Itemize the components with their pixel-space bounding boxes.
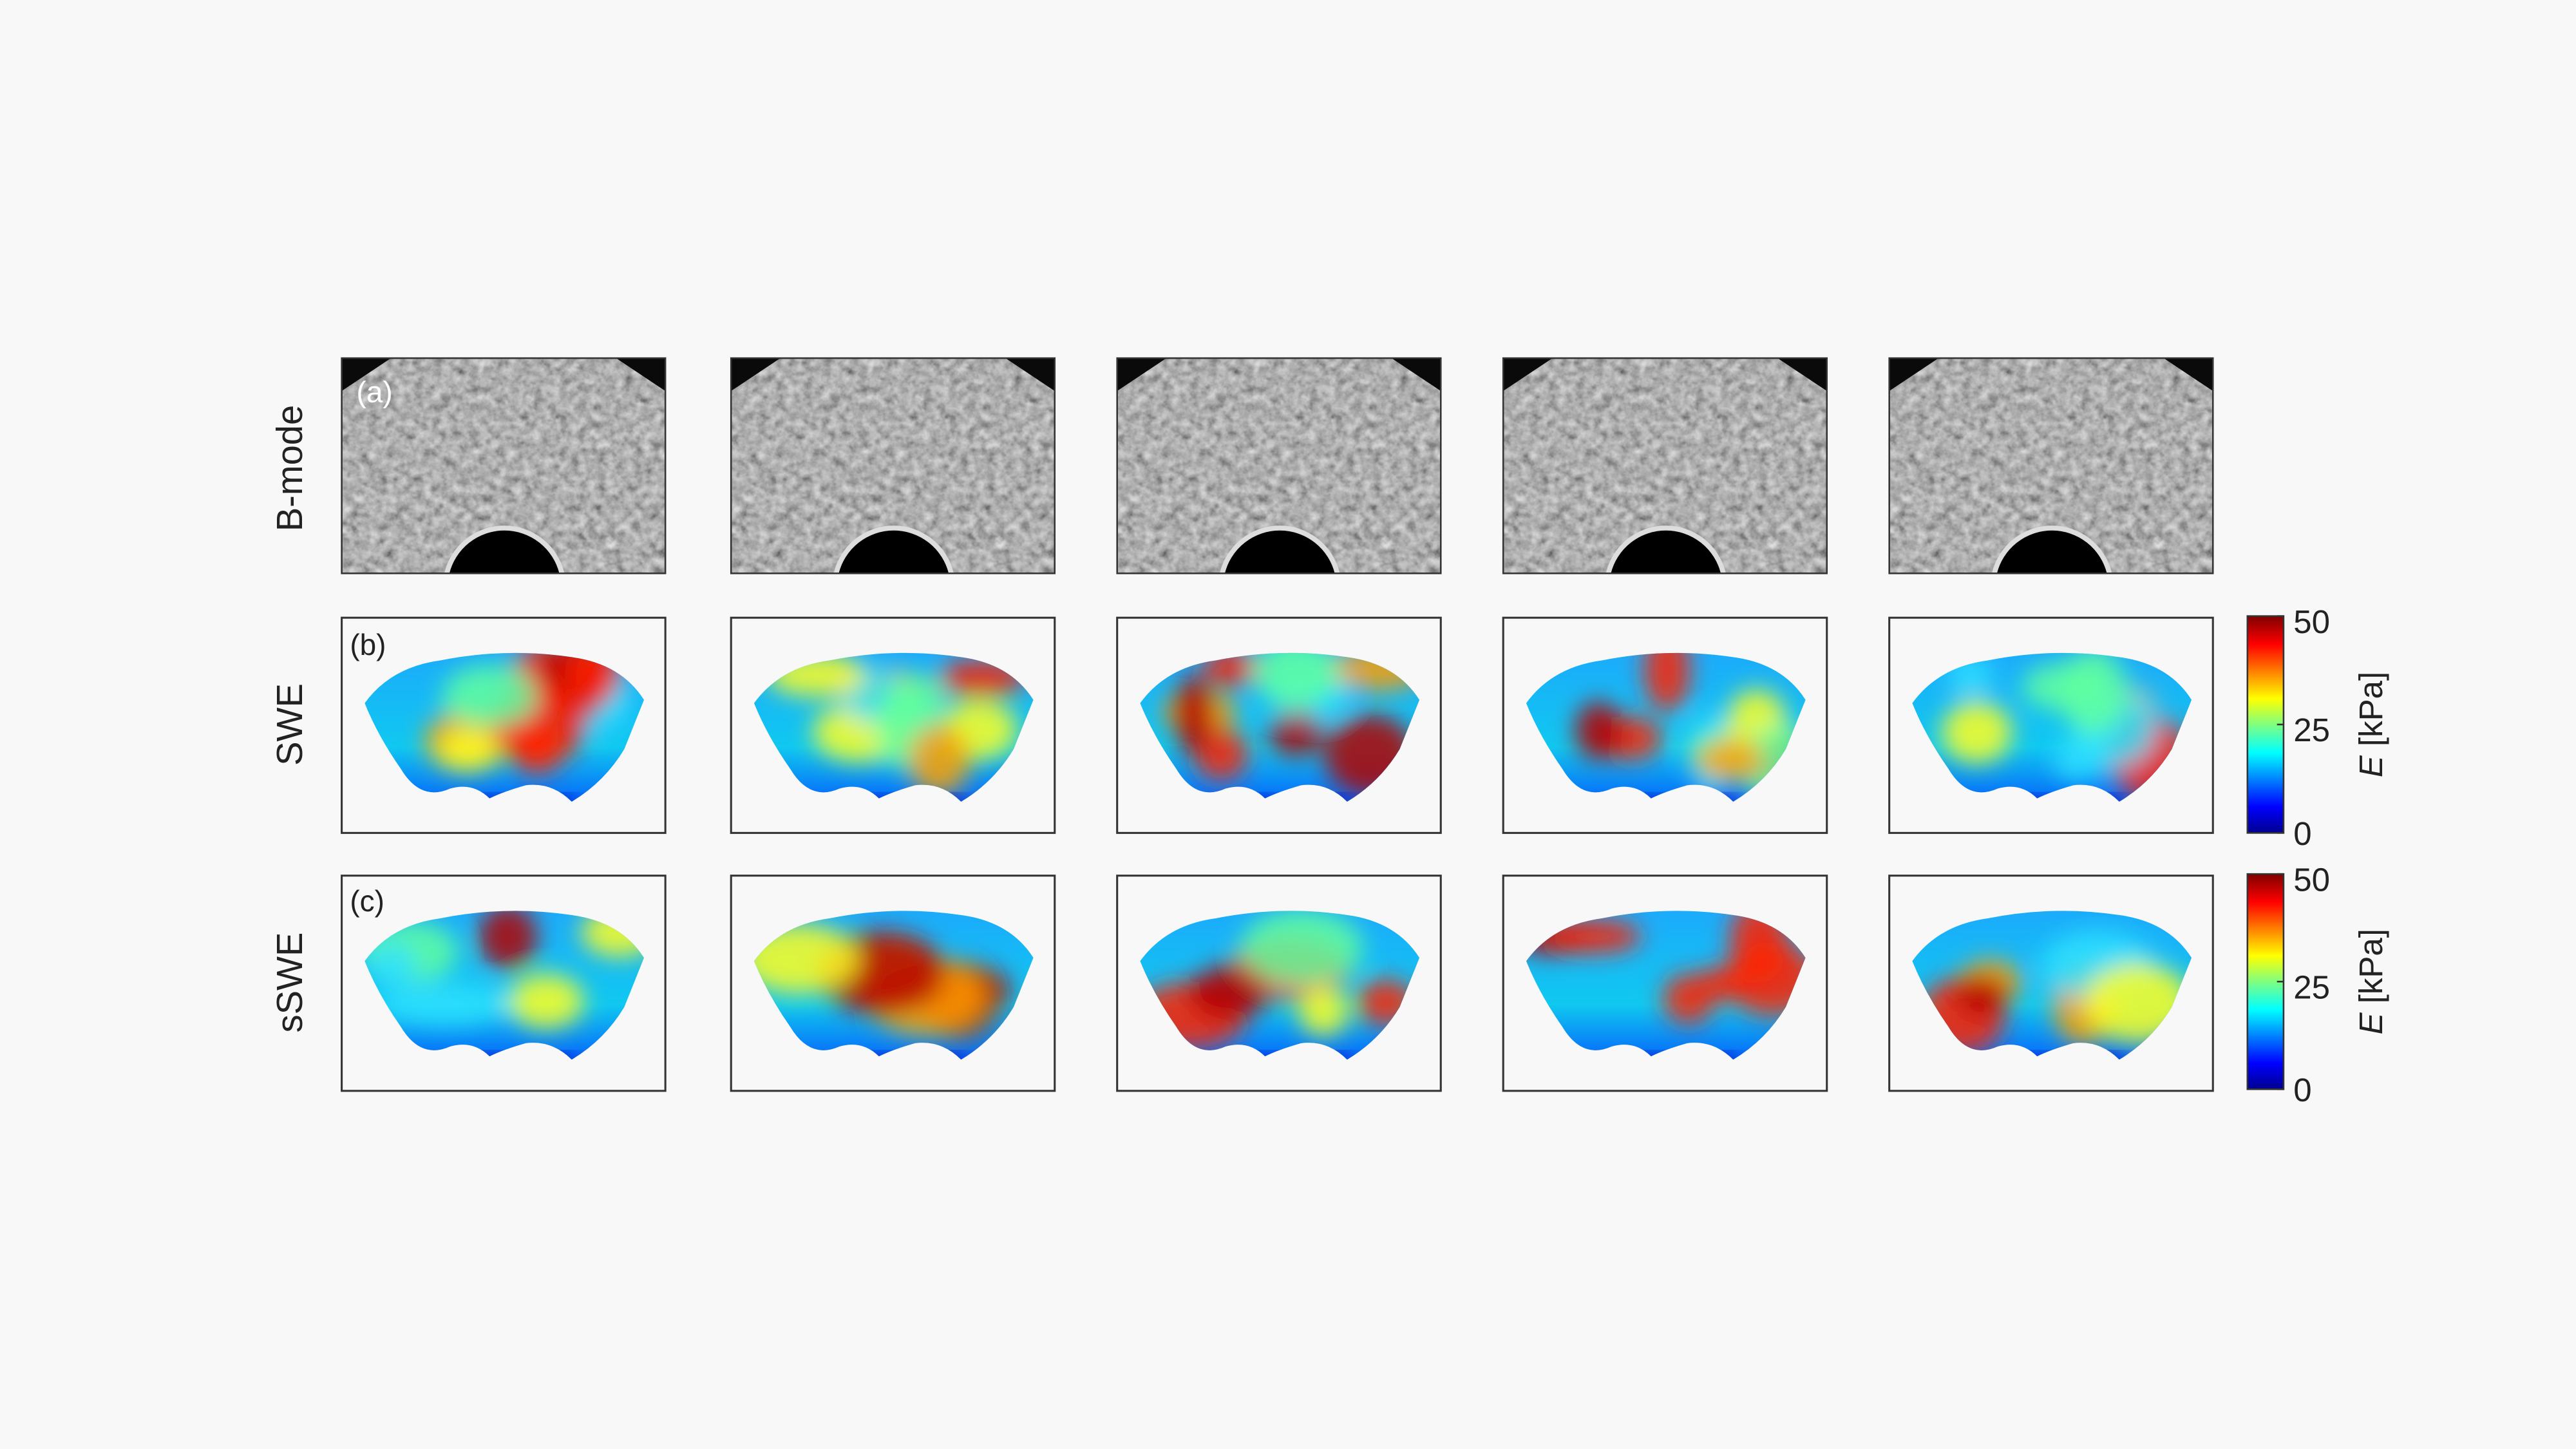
image-panel bbox=[1888, 357, 2214, 574]
image-panel bbox=[730, 875, 1056, 1092]
panels bbox=[341, 357, 2214, 1092]
elasticity-map bbox=[365, 652, 644, 802]
map-blobs bbox=[1941, 652, 2190, 799]
elasticity-map bbox=[1140, 652, 1420, 802]
colorbar-tick-label: 0 bbox=[2293, 815, 2311, 852]
stiffness-blob bbox=[907, 724, 971, 795]
stiffness-blob bbox=[478, 911, 538, 970]
elasticity-map bbox=[753, 911, 1034, 1060]
image-panel bbox=[1116, 357, 1442, 574]
panel-label: (b) bbox=[350, 628, 386, 661]
image-panel bbox=[341, 616, 667, 834]
row-label: B-mode bbox=[269, 405, 310, 531]
image-panel bbox=[1116, 616, 1442, 834]
probe-rim bbox=[1605, 526, 1726, 574]
image-panel bbox=[1502, 357, 1828, 574]
colorbar-tick-label: 50 bbox=[2293, 861, 2330, 898]
image-panel bbox=[1888, 875, 2214, 1092]
stiffness-blob bbox=[1189, 965, 1269, 1019]
image-panel bbox=[341, 875, 667, 1092]
image-panel bbox=[341, 357, 667, 574]
panel-frame bbox=[1116, 357, 1442, 574]
panel-frame bbox=[1888, 357, 2214, 574]
panel-frame bbox=[1502, 357, 1828, 574]
label-symbol: E bbox=[2353, 755, 2390, 777]
stiffness-blob bbox=[1240, 911, 1363, 986]
panel-frame bbox=[730, 357, 1056, 574]
stiffness-blob bbox=[1696, 739, 1764, 782]
probe-rim bbox=[1220, 526, 1340, 574]
stiffness-blob bbox=[2052, 740, 2103, 781]
map-blobs bbox=[1162, 652, 1420, 795]
label-unit: [kPa] bbox=[2353, 929, 2390, 1003]
stiffness-blob bbox=[1173, 674, 1214, 756]
stiffness-blob bbox=[439, 729, 498, 770]
colorbar-tick-label: 50 bbox=[2293, 603, 2330, 640]
stiffness-blob bbox=[1643, 652, 1690, 711]
row-label: SWE bbox=[269, 683, 310, 766]
image-panel bbox=[1116, 875, 1442, 1092]
image-panel bbox=[730, 357, 1056, 574]
stiffness-blob bbox=[1544, 919, 1642, 954]
panel-label: (a) bbox=[357, 375, 393, 408]
stiffness-blob bbox=[1269, 712, 1324, 757]
probe-rim bbox=[833, 526, 954, 574]
panel-frame bbox=[341, 357, 667, 574]
stiffness-blob bbox=[379, 984, 509, 1025]
label-symbol: E bbox=[2353, 1012, 2390, 1034]
map-blobs bbox=[753, 923, 1011, 1039]
stiffness-blob bbox=[886, 674, 945, 728]
image-panel bbox=[1502, 875, 1828, 1092]
image-panel bbox=[1502, 616, 1828, 834]
elasticity-map bbox=[753, 652, 1034, 802]
stiffness-blob bbox=[368, 943, 417, 989]
stiffness-blob bbox=[507, 974, 584, 1029]
colorbar-tick-label: 25 bbox=[2293, 969, 2330, 1005]
label-unit: [kPa] bbox=[2353, 672, 2390, 746]
panel-label: (c) bbox=[350, 884, 384, 918]
colorbar-label: E [kPa] bbox=[2353, 929, 2390, 1034]
stiffness-blob bbox=[1955, 976, 2009, 1016]
stiffness-blob bbox=[1941, 701, 2012, 764]
colorbar-tick-label: 25 bbox=[2293, 712, 2330, 748]
probe-rim bbox=[444, 526, 565, 574]
stiffness-blob bbox=[1575, 701, 1622, 761]
colorbar-label: E [kPa] bbox=[2353, 672, 2390, 777]
stiffness-blob bbox=[1253, 652, 1339, 707]
probe-rim bbox=[1992, 526, 2112, 574]
stiffness-blob bbox=[1298, 987, 1349, 1036]
image-panel bbox=[1888, 616, 2214, 834]
elasticity-map bbox=[1912, 652, 2192, 802]
colorbar-tick-label: 0 bbox=[2293, 1072, 2311, 1108]
image-panel bbox=[730, 616, 1056, 834]
stiffness-blob bbox=[2060, 652, 2127, 734]
stiffness-blob bbox=[442, 665, 537, 728]
row-label: sSWE bbox=[269, 933, 310, 1033]
stiffness-blob bbox=[1696, 966, 1746, 1002]
colorbars: 0 25 50 E [kPa] 0 25 50 E [kPa] bbox=[2246, 603, 2390, 1108]
